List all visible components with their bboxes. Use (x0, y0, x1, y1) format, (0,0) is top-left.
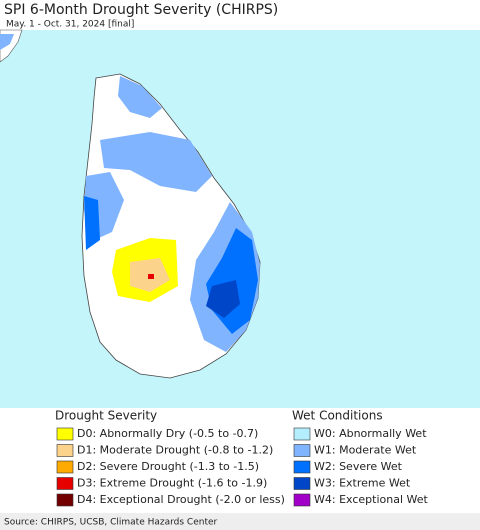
legend-heading: Drought Severity (55, 409, 157, 423)
legend-swatch (56, 444, 74, 457)
legend-swatch (293, 444, 311, 457)
legend-label: D1: Moderate Drought (-0.8 to -1.2) (77, 444, 273, 457)
legend-swatch (293, 493, 311, 507)
legend-swatch (293, 477, 311, 490)
subtitle: May. 1 - Oct. 31, 2024 [final] (6, 20, 134, 30)
title: SPI 6-Month Drought Severity (CHIRPS) (4, 2, 278, 18)
source: Source: CHIRPS, UCSB, Climate Hazards Ce… (4, 518, 218, 528)
legend-swatch (293, 427, 311, 441)
legend-swatch (293, 460, 311, 474)
wet-areas (84, 76, 260, 352)
legend-label: W2: Severe Wet (314, 460, 403, 473)
legend-label: W0: Abnormally Wet (314, 427, 427, 440)
dry-patch (148, 274, 154, 279)
legend-label: W1: Moderate Wet (314, 444, 417, 457)
wet-patch (84, 196, 100, 250)
source-band (0, 513, 480, 530)
legend-label: D3: Extreme Drought (-1.6 to -1.9) (77, 477, 267, 490)
legend-label: D0: Abnormally Dry (-0.5 to -0.7) (77, 427, 258, 440)
legend-swatch (56, 493, 74, 507)
legend-label: D4: Exceptional Drought (-2.0 or less) (77, 493, 285, 506)
legend-label: W4: Exceptional Wet (314, 493, 429, 506)
legend-swatch (56, 427, 74, 441)
legend-label: D2: Severe Drought (-1.3 to -1.5) (77, 460, 259, 473)
wet-patch (100, 132, 212, 192)
wet-patch (118, 76, 162, 118)
wet-patch (0, 34, 14, 50)
legend-heading: Wet Conditions (292, 409, 383, 423)
legend-label: W3: Extreme Wet (314, 477, 411, 490)
wet-patch (206, 280, 240, 318)
dry-areas (112, 238, 178, 302)
legend-swatch (56, 460, 74, 474)
legend-swatch (56, 477, 74, 490)
